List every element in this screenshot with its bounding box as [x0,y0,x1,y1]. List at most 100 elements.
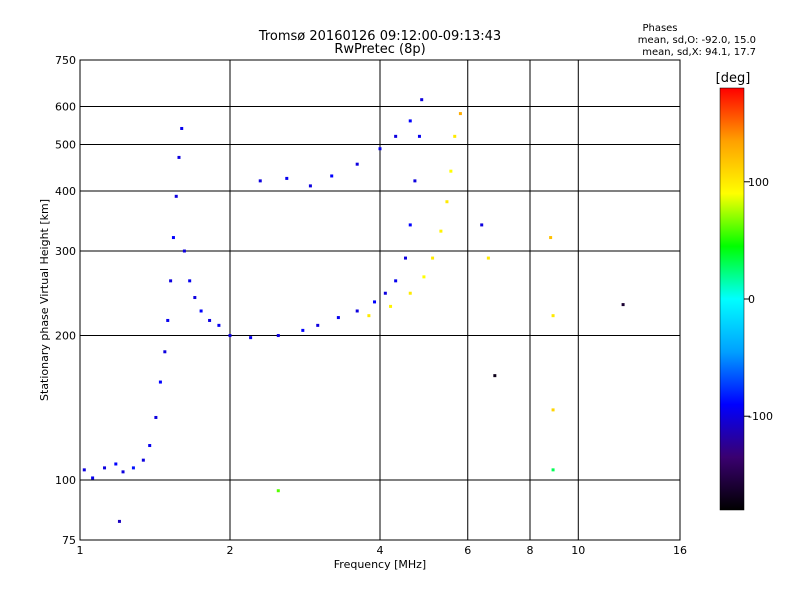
x-tick-label: 16 [673,544,687,557]
x-tick-label: 4 [377,544,384,557]
colorbar-label: [deg] [716,71,751,86]
y-tick-label: 300 [55,245,76,258]
colorbar-tick-label: -100 [748,410,773,423]
x-tick-label: 6 [464,544,471,557]
data-point [182,249,186,253]
data-point [188,279,192,283]
data-point [355,309,359,313]
colorbar [719,87,745,511]
data-point [276,334,280,338]
x-tick-label: 1 [77,544,84,557]
data-point [199,309,203,313]
data-point [174,194,178,198]
data-point [141,458,145,462]
data-point [285,176,289,180]
data-point [417,134,421,138]
data-point [117,519,121,523]
y-tick-label: 600 [55,101,76,114]
data-point [621,303,625,307]
colorbar-tick-label: 0 [748,293,755,306]
plot-frame [79,59,681,541]
data-point [551,468,555,472]
data-point [373,300,377,304]
y-tick-label: 200 [55,330,76,343]
data-point [431,256,435,260]
y-axis-label: Stationary phase Virtual Height [km] [38,199,51,401]
x-ticks: 1 2 4 6 8 10 16 [77,544,688,557]
data-point [316,323,320,327]
data-point [408,223,412,227]
data-point [249,336,253,340]
data-point [551,408,555,412]
y-tick-label: 75 [62,534,76,547]
data-point [413,179,417,183]
data-point [394,279,398,283]
x-tick-label: 2 [227,544,234,557]
y-tick-label: 100 [55,474,76,487]
x-axis-label: Frequency [MHz] [334,558,426,571]
data-point [276,489,280,493]
data-point [163,350,167,354]
data-point [486,256,490,260]
data-point [103,466,107,470]
data-point [330,174,334,178]
chart-subtitle: RwPretec (8p) [334,42,425,57]
data-point [394,134,398,138]
data-point [180,126,184,130]
y-tick-label: 400 [55,185,76,198]
data-point [403,256,407,260]
data-point [336,316,340,320]
data-point [208,318,212,322]
data-point [453,134,457,138]
data-point [551,314,555,318]
data-point [408,119,412,123]
data-point [422,275,426,279]
grid [80,60,680,540]
data-point [408,291,412,295]
data-point [445,200,449,204]
phase-box-title: Phases [642,23,677,34]
data-point [114,462,118,466]
x-tick-label: 8 [527,544,534,557]
data-point [228,334,232,338]
data-point [154,415,158,419]
chart-title: Tromsø 20160126 09:12:00-09:13:43 [258,29,501,44]
colorbar-ticks: 100 0 -100 [744,176,773,423]
phase-box-x: mean, sd,X: 94.1, 17.7 [642,47,756,58]
data-point [308,184,312,188]
data-point [449,169,453,173]
data-point [193,296,197,300]
data-point [301,328,305,332]
data-point [148,444,152,448]
y-tick-label: 500 [55,139,76,152]
data-point [217,323,221,327]
data-point [166,318,170,322]
data-point [82,468,86,472]
phase-box-o: mean, sd,O: -92.0, 15.0 [638,35,756,46]
data-point [378,147,382,151]
data-point [121,470,125,474]
y-ticks: 75 100 200 300 400 500 600 750 [55,54,76,547]
data-point [439,229,443,233]
data-point [131,466,135,470]
x-tick-label: 10 [571,544,585,557]
data-points [82,98,625,523]
colorbar-tick-label: 100 [748,176,769,189]
data-point [91,476,95,480]
y-tick-label: 750 [55,54,76,67]
data-point [367,314,371,318]
data-point [420,98,424,102]
data-point [493,374,497,378]
data-point [171,236,175,240]
data-point [549,236,553,240]
data-point [458,112,462,116]
data-point [177,155,181,159]
data-point [389,304,393,308]
data-point [169,279,173,283]
data-point [258,179,262,183]
data-point [480,223,484,227]
data-point [383,291,387,295]
data-point [158,380,162,384]
